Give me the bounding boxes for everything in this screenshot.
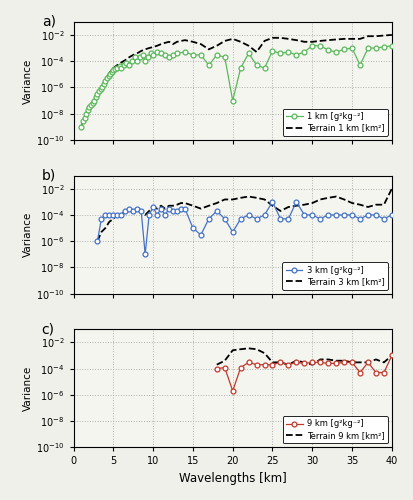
Y-axis label: Variance: Variance bbox=[23, 212, 33, 257]
Y-axis label: Variance: Variance bbox=[23, 58, 33, 104]
Y-axis label: Variance: Variance bbox=[23, 366, 33, 411]
Text: c): c) bbox=[42, 322, 55, 336]
Text: a): a) bbox=[42, 14, 56, 28]
Legend: 9 km [g²kg⁻²], Terrain 9 km [km²]: 9 km [g²kg⁻²], Terrain 9 km [km²] bbox=[282, 416, 388, 444]
X-axis label: Wavelengths [km]: Wavelengths [km] bbox=[179, 472, 287, 485]
Legend: 1 km [g²kg⁻²], Terrain 1 km [km²]: 1 km [g²kg⁻²], Terrain 1 km [km²] bbox=[282, 108, 388, 136]
Legend: 3 km [g²kg⁻²], Terrain 3 km [km²]: 3 km [g²kg⁻²], Terrain 3 km [km²] bbox=[282, 262, 388, 289]
Text: b): b) bbox=[42, 168, 56, 182]
